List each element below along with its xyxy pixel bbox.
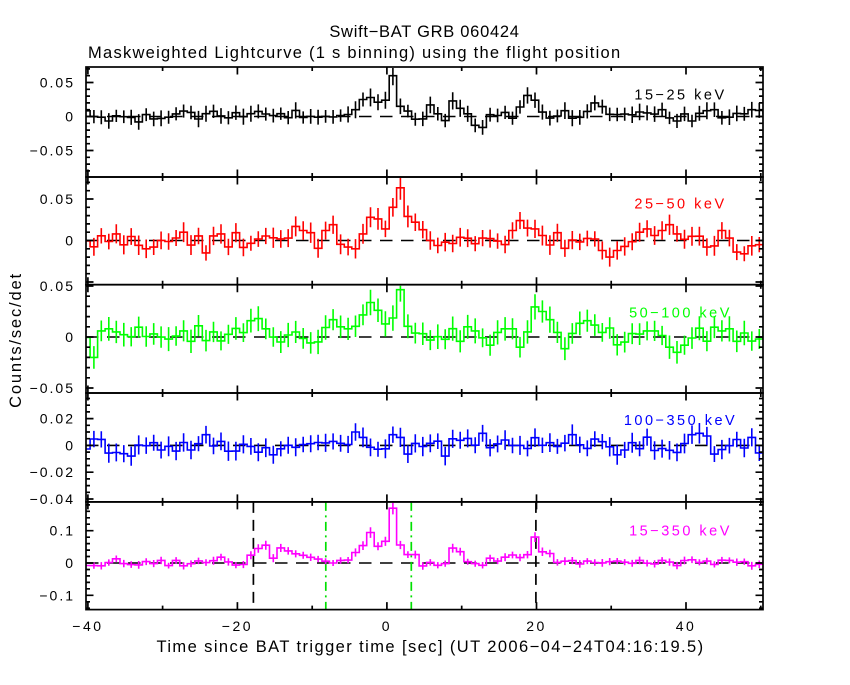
svg-text:50−100 keV: 50−100 keV: [629, 306, 732, 322]
svg-text:0.05: 0.05: [40, 191, 75, 207]
svg-text:0.1: 0.1: [50, 523, 75, 539]
svg-text:−40: −40: [72, 618, 103, 634]
svg-text:−0.02: −0.02: [30, 464, 75, 480]
svg-text:0.02: 0.02: [40, 411, 75, 427]
svg-text:−0.05: −0.05: [30, 380, 75, 396]
svg-text:0: 0: [65, 329, 75, 345]
svg-text:−0.1: −0.1: [39, 587, 75, 603]
svg-text:0: 0: [382, 618, 392, 634]
svg-text:40: 40: [676, 618, 697, 634]
svg-text:25−50 keV: 25−50 keV: [634, 197, 726, 213]
svg-text:0: 0: [65, 109, 75, 125]
svg-text:0: 0: [65, 437, 75, 453]
svg-text:0: 0: [65, 233, 75, 249]
svg-text:Swift−BAT GRB 060424: Swift−BAT GRB 060424: [329, 23, 519, 41]
svg-text:Maskweighted Lightcurve (1 s b: Maskweighted Lightcurve (1 s binning) us…: [88, 44, 621, 62]
svg-text:−0.05: −0.05: [30, 143, 75, 159]
svg-text:0.05: 0.05: [40, 278, 75, 294]
svg-text:Time since BAT trigger time [s: Time since BAT trigger time [sec] (UT 20…: [156, 638, 704, 656]
svg-text:100−350 keV: 100−350 keV: [624, 413, 737, 429]
svg-text:0.05: 0.05: [40, 75, 75, 91]
svg-text:0: 0: [65, 555, 75, 571]
svg-text:20: 20: [526, 618, 547, 634]
svg-text:15−25 keV: 15−25 keV: [634, 88, 726, 104]
svg-text:−20: −20: [222, 618, 253, 634]
svg-text:Counts/sec/det: Counts/sec/det: [7, 272, 25, 408]
svg-text:−0.04: −0.04: [30, 491, 75, 507]
svg-text:15−350 keV: 15−350 keV: [629, 524, 732, 540]
